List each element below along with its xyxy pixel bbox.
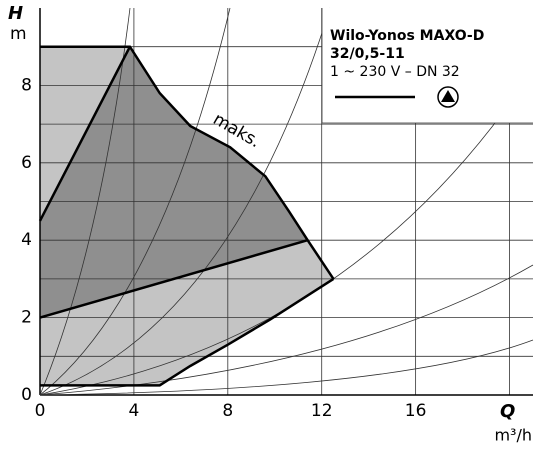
x-axis-label: Q [500,401,515,422]
legend-subtitle: 1 ~ 230 V – DN 32 [330,64,460,80]
legend-title: 32/0,5-11 [330,46,405,62]
area-dark [40,46,308,318]
curve [38,46,132,222]
system-curve [39,264,534,396]
x-tick-label: 8 [222,401,233,421]
y-tick-label: 2 [21,308,32,328]
curves [38,45,335,387]
curve [40,277,335,387]
system-curve [39,7,131,396]
legend-title: Wilo-Yonos MAXO-D [330,28,484,44]
y-tick-label: 8 [21,75,32,95]
y-axis-label: H [8,3,23,24]
x-tick-label: 12 [311,401,333,421]
system-curve [39,7,231,396]
system-curve [39,7,331,396]
legend-box [322,8,533,123]
fills [40,46,334,386]
y-tick-label: 4 [21,230,32,250]
y-axis-unit: m [10,24,27,44]
system-curve [39,339,534,396]
x-tick-label: 0 [35,401,46,421]
curve [40,45,335,280]
y-tick-label: 6 [21,153,32,173]
curve [39,238,308,319]
pump-icon [441,90,455,102]
y-tick-label: 0 [21,385,32,405]
x-axis-unit: m³/h [494,426,532,445]
x-tick-label: 4 [128,401,139,421]
x-tick-label: 16 [405,401,427,421]
